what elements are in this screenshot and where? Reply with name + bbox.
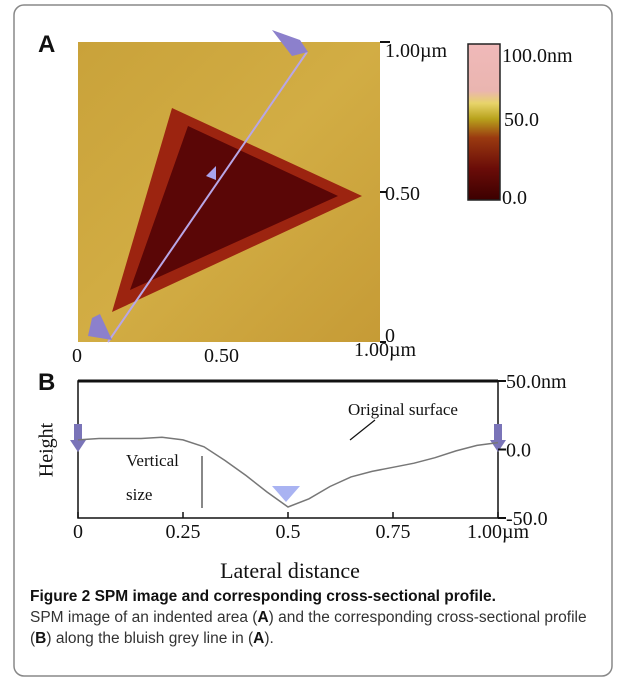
y-axis-label: Height [36,422,58,477]
tick-label: 0.50 [385,183,420,205]
y-tick-label: 0.0 [506,440,531,462]
annotation: Vertical [126,451,179,470]
x-tick-label: 0.5 [276,521,301,543]
panel-label: A [38,31,55,58]
caption-text: ). [264,630,274,647]
marker [272,486,300,502]
tick-label: 0 [72,345,82,367]
panel-label: B [38,369,55,396]
arrow [272,30,308,56]
arrow [70,424,86,452]
tick-label: 0.50 [204,345,239,367]
caption: Figure 2 SPM image and corresponding cro… [30,586,605,649]
annotation-arrow [349,419,376,441]
arrow [88,314,112,340]
indent-inner [130,126,338,290]
x-tick-label: 0 [73,521,83,543]
colorbar-label: 50.0 [504,109,539,131]
colorbar-label: 0.0 [502,187,527,209]
figure-border [13,4,613,677]
caption-text: A [253,630,265,647]
x-tick-label: 0.75 [376,521,411,543]
x-tick-label: 0.25 [166,521,201,543]
tick-label: 1.00µm [354,339,417,361]
annotation: size [126,485,152,504]
caption-text: B [35,630,47,647]
profile-chart: B Height Lateral distance Original surfa… [36,369,567,583]
profile-line [107,51,308,343]
y-tick-label: 50.0nm [506,371,567,393]
x-tick-label: 1.00µm [467,521,530,543]
profile-line [77,436,499,508]
annotation: Original surface [348,400,458,419]
y-tick-label: -50.0 [506,508,548,530]
x-axis-label: Lateral distance [220,558,360,583]
caption-text: SPM image of an indented area ( [30,609,258,626]
caption-text: ) along the bluish grey line in ( [46,630,254,647]
marker [206,166,216,180]
colorbar [467,43,501,201]
caption-title: Figure 2 SPM image and corresponding cro… [30,588,496,605]
colorbar-label: 100.0nm [502,45,573,67]
tick-label: 1.00µm [385,40,448,62]
caption-text: ) and the corresponding cross-sectional … [30,609,587,647]
tick-label: 0 [385,325,395,347]
arrow [490,424,506,452]
caption-text: A [257,609,269,626]
